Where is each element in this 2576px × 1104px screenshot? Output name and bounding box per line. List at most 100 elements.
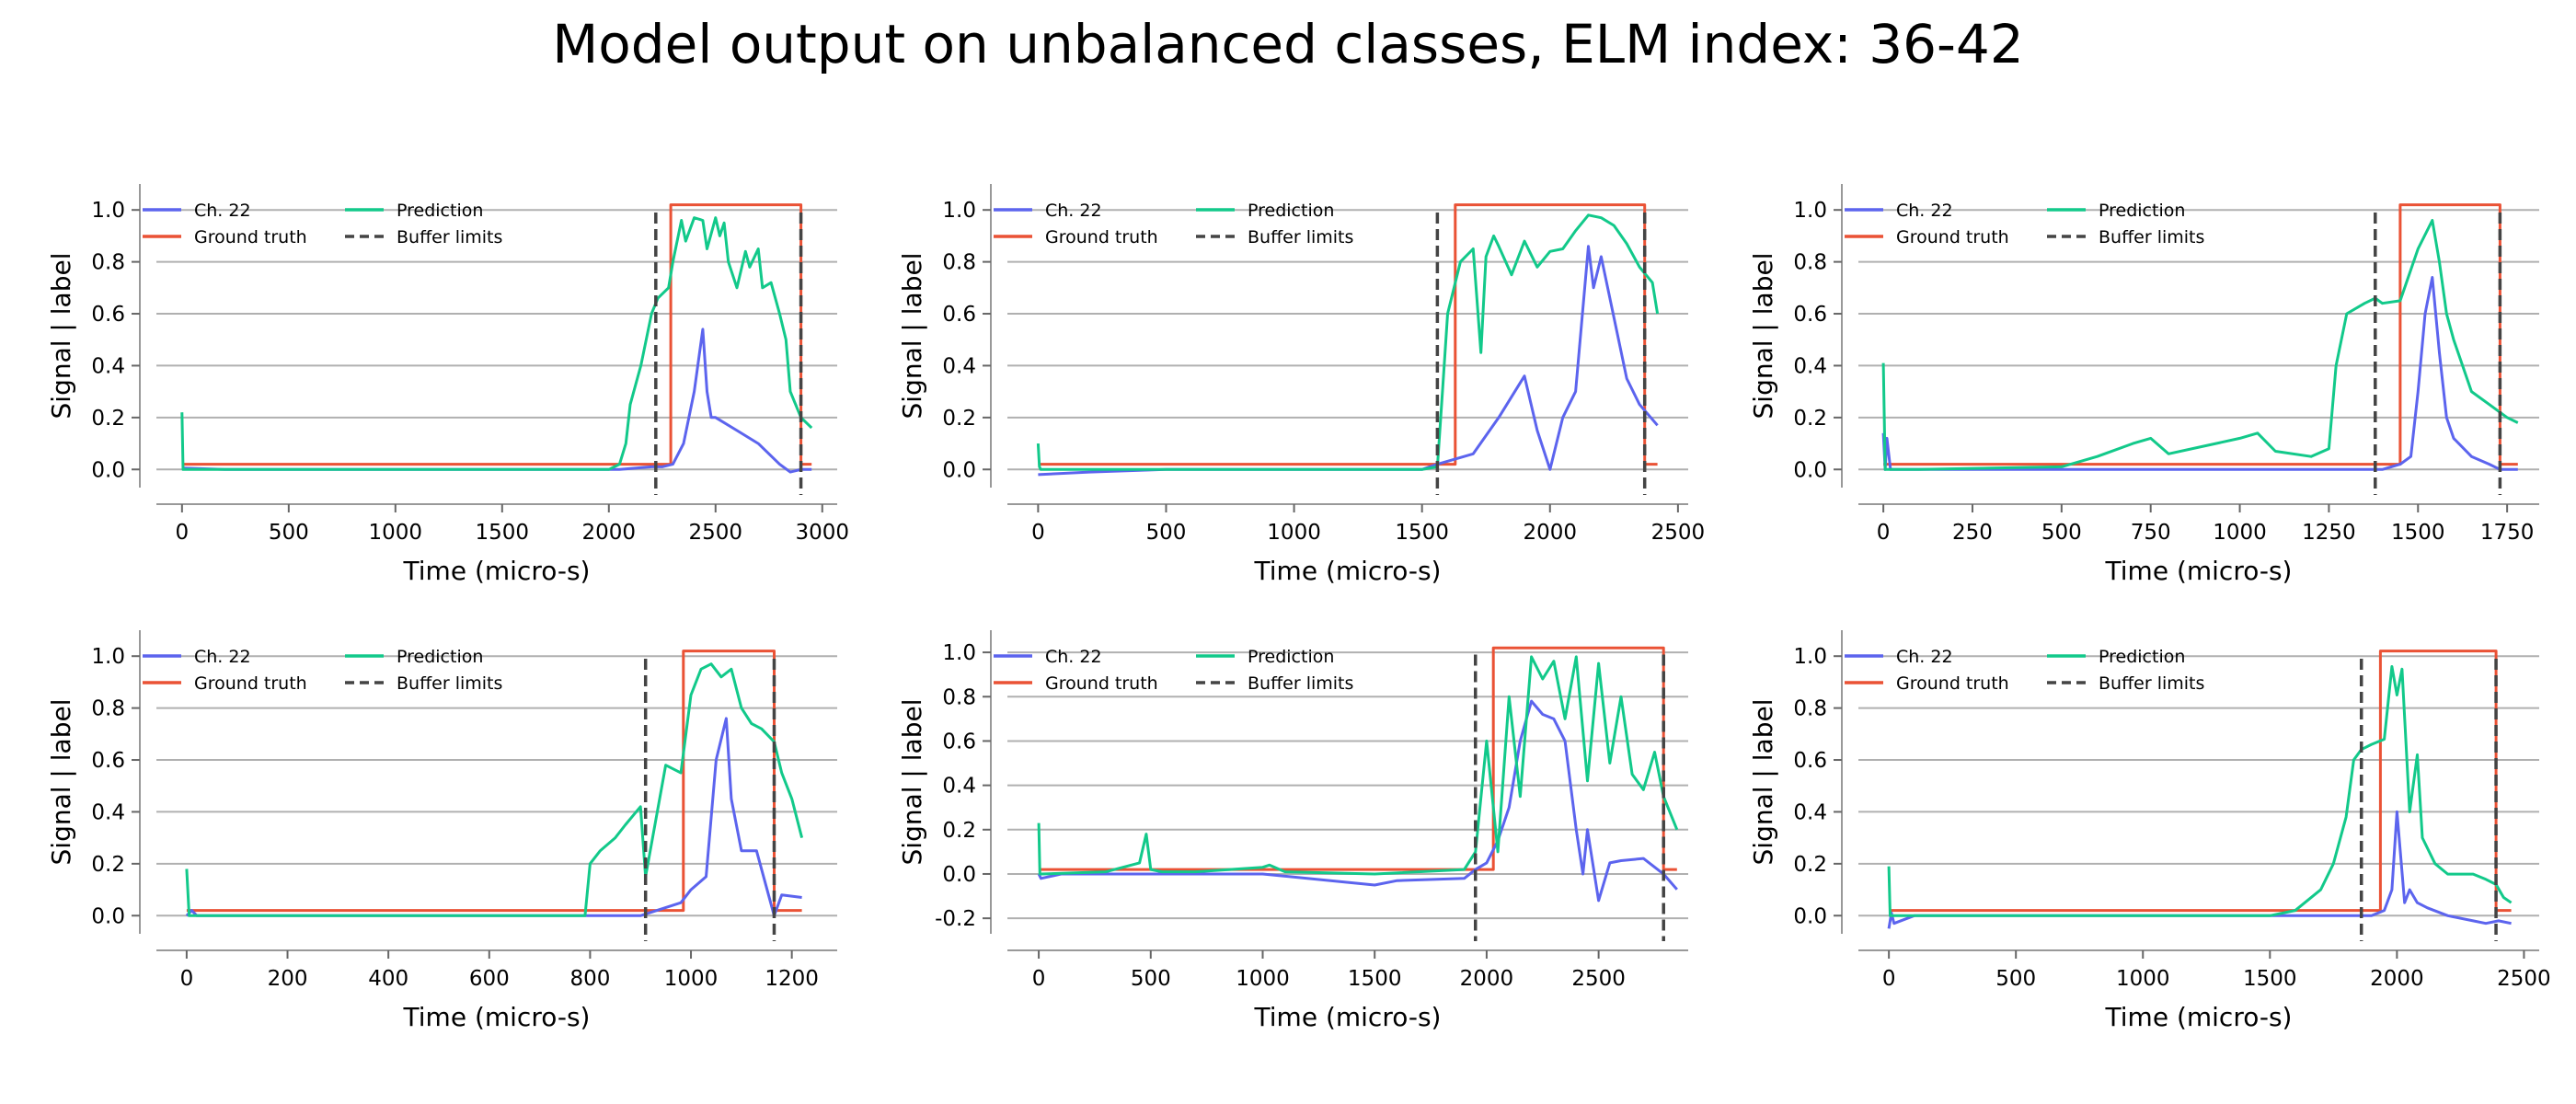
- x-tick-label: 2500: [1651, 521, 1706, 545]
- series-prediction-line: [1036, 213, 1660, 471]
- y-tick-label: 0.0: [1793, 904, 1827, 928]
- legend-label: Prediction: [2099, 201, 2185, 221]
- x-tick-label: 1000: [369, 521, 423, 545]
- x-tick-label: 1500: [2243, 967, 2297, 991]
- legend-label: Prediction: [2099, 647, 2185, 667]
- subplot-2: 0.0 0.2 0.4 0.6 0.8 1.0 0 500 1000 1500 2000 2500 Ti…: [897, 184, 1705, 586]
- y-tick-label: 0.4: [1793, 354, 1827, 378]
- series-ch22-line: [181, 328, 812, 474]
- legend-label: Ch. 22: [1896, 201, 1953, 221]
- subplot-3: 0.0 0.2 0.4 0.6 0.8 1.0 0 250 500 750 1000 1250 1500…: [1748, 184, 2539, 586]
- y-tick-label: 0.6: [942, 303, 976, 327]
- x-tick-label: 1000: [1267, 521, 1321, 545]
- y-tick-label: 0.8: [942, 251, 976, 275]
- series-prediction-line: [1037, 655, 1679, 876]
- x-tick-label: 1500: [1395, 521, 1449, 545]
- y-tick-label: 1.0: [942, 199, 976, 223]
- series-ground-truth-line: [186, 650, 802, 913]
- y-tick-label: 0.0: [1793, 458, 1827, 482]
- x-tick-label: 1200: [765, 967, 819, 991]
- x-axis-label: Time (micro-s): [2105, 556, 2293, 586]
- legend-label: Prediction: [1248, 647, 1334, 667]
- y-tick-label: 0.8: [1793, 697, 1827, 721]
- x-tick-label: 0: [1032, 967, 1046, 991]
- series-ch22-line: [1881, 276, 2518, 471]
- y-tick-label: 0.6: [91, 303, 125, 327]
- legend-label: Ch. 22: [194, 647, 251, 667]
- y-axis-label: Signal | label: [1748, 699, 1778, 866]
- series-prediction-line: [1887, 665, 2513, 917]
- y-tick-label: 0.2: [1793, 407, 1827, 431]
- x-tick-label: 2500: [1571, 967, 1626, 991]
- subplot-1: 0.0 0.2 0.4 0.6 0.8 1.0 0 500 1000 1500 2000 2500 30…: [46, 184, 849, 586]
- x-tick-label: 0: [1882, 967, 1896, 991]
- y-tick-label: 0.2: [91, 407, 125, 431]
- y-tick-label: 0.0: [942, 458, 976, 482]
- legend-label: Ground truth: [1896, 227, 2009, 247]
- y-tick-label: 0.6: [1793, 303, 1827, 327]
- series-ground-truth-line: [181, 203, 812, 466]
- x-tick-label: 600: [469, 967, 510, 991]
- series-ch22-line: [185, 717, 802, 917]
- x-tick-label: 2000: [2370, 967, 2424, 991]
- y-tick-label: 0.6: [91, 749, 125, 773]
- x-tick-label: 1500: [1348, 967, 1402, 991]
- x-tick-label: 500: [1995, 967, 2036, 991]
- series-ground-truth-line: [1039, 646, 1677, 871]
- x-tick-label: 0: [180, 967, 194, 991]
- x-tick-label: 2000: [582, 521, 637, 545]
- legend-label: Prediction: [397, 201, 483, 221]
- y-axis-label: Signal | label: [46, 253, 76, 420]
- x-axis-label: Time (micro-s): [1254, 1002, 1442, 1032]
- y-tick-label: 0.4: [942, 354, 976, 378]
- x-tick-label: 0: [1877, 521, 1891, 545]
- x-tick-label: 2000: [1460, 967, 1514, 991]
- y-axis-label: Signal | label: [897, 699, 927, 866]
- subplot-4: 0.0 0.2 0.4 0.6 0.8 1.0 0 200 400 600 800 1000 1200 T…: [46, 630, 837, 1032]
- y-tick-label: 1.0: [1793, 199, 1827, 223]
- legend-label: Ch. 22: [194, 201, 251, 221]
- legend-label: Ground truth: [1896, 673, 2009, 694]
- legend-label: Buffer limits: [1248, 227, 1353, 247]
- x-tick-label: 1750: [2480, 521, 2535, 545]
- x-tick-label: 1000: [664, 967, 719, 991]
- legend-label: Ch. 22: [1896, 647, 1953, 667]
- series-ch22-line: [1038, 245, 1659, 477]
- x-tick-label: 0: [1031, 521, 1045, 545]
- x-tick-label: 500: [1146, 521, 1187, 545]
- series-ground-truth-line: [1038, 203, 1658, 466]
- y-tick-label: 0.8: [942, 685, 976, 709]
- series-prediction-line: [1881, 219, 2519, 471]
- y-tick-label: 0.0: [91, 458, 125, 482]
- legend-label: Ch. 22: [1045, 201, 1102, 221]
- series-ground-truth-line: [1889, 650, 2512, 913]
- y-axis-label: Signal | label: [897, 253, 927, 420]
- y-tick-label: 0.8: [1793, 251, 1827, 275]
- subplot-6: 0.0 0.2 0.4 0.6 0.8 1.0 0 500 1000 1500 2000 2500 Ti…: [1748, 630, 2551, 1032]
- y-tick-label: 0.2: [942, 407, 976, 431]
- x-tick-label: 2000: [1524, 521, 1578, 545]
- x-tick-label: 400: [368, 967, 408, 991]
- y-tick-label: 0.6: [942, 730, 976, 753]
- y-tick-label: 1.0: [91, 199, 125, 223]
- legend-label: Ground truth: [194, 673, 307, 694]
- x-axis-label: Time (micro-s): [2105, 1002, 2293, 1032]
- series-prediction-line: [185, 662, 804, 917]
- legend-label: Ground truth: [1045, 227, 1158, 247]
- x-tick-label: 1000: [2116, 967, 2170, 991]
- y-tick-label: 0.2: [1793, 853, 1827, 877]
- series-prediction-line: [180, 216, 813, 471]
- y-axis-label: Signal | label: [1748, 253, 1778, 420]
- x-axis-label: Time (micro-s): [403, 1002, 591, 1032]
- legend-label: Ground truth: [194, 227, 307, 247]
- x-axis-label: Time (micro-s): [403, 556, 591, 586]
- x-tick-label: 0: [176, 521, 190, 545]
- y-tick-label: 0.8: [91, 697, 125, 721]
- x-tick-label: 2500: [689, 521, 743, 545]
- x-tick-label: 500: [2041, 521, 2082, 545]
- x-tick-label: 200: [268, 967, 308, 991]
- x-tick-label: 750: [2131, 521, 2171, 545]
- y-tick-label: 0.6: [1793, 749, 1827, 773]
- legend-label: Buffer limits: [1248, 673, 1353, 694]
